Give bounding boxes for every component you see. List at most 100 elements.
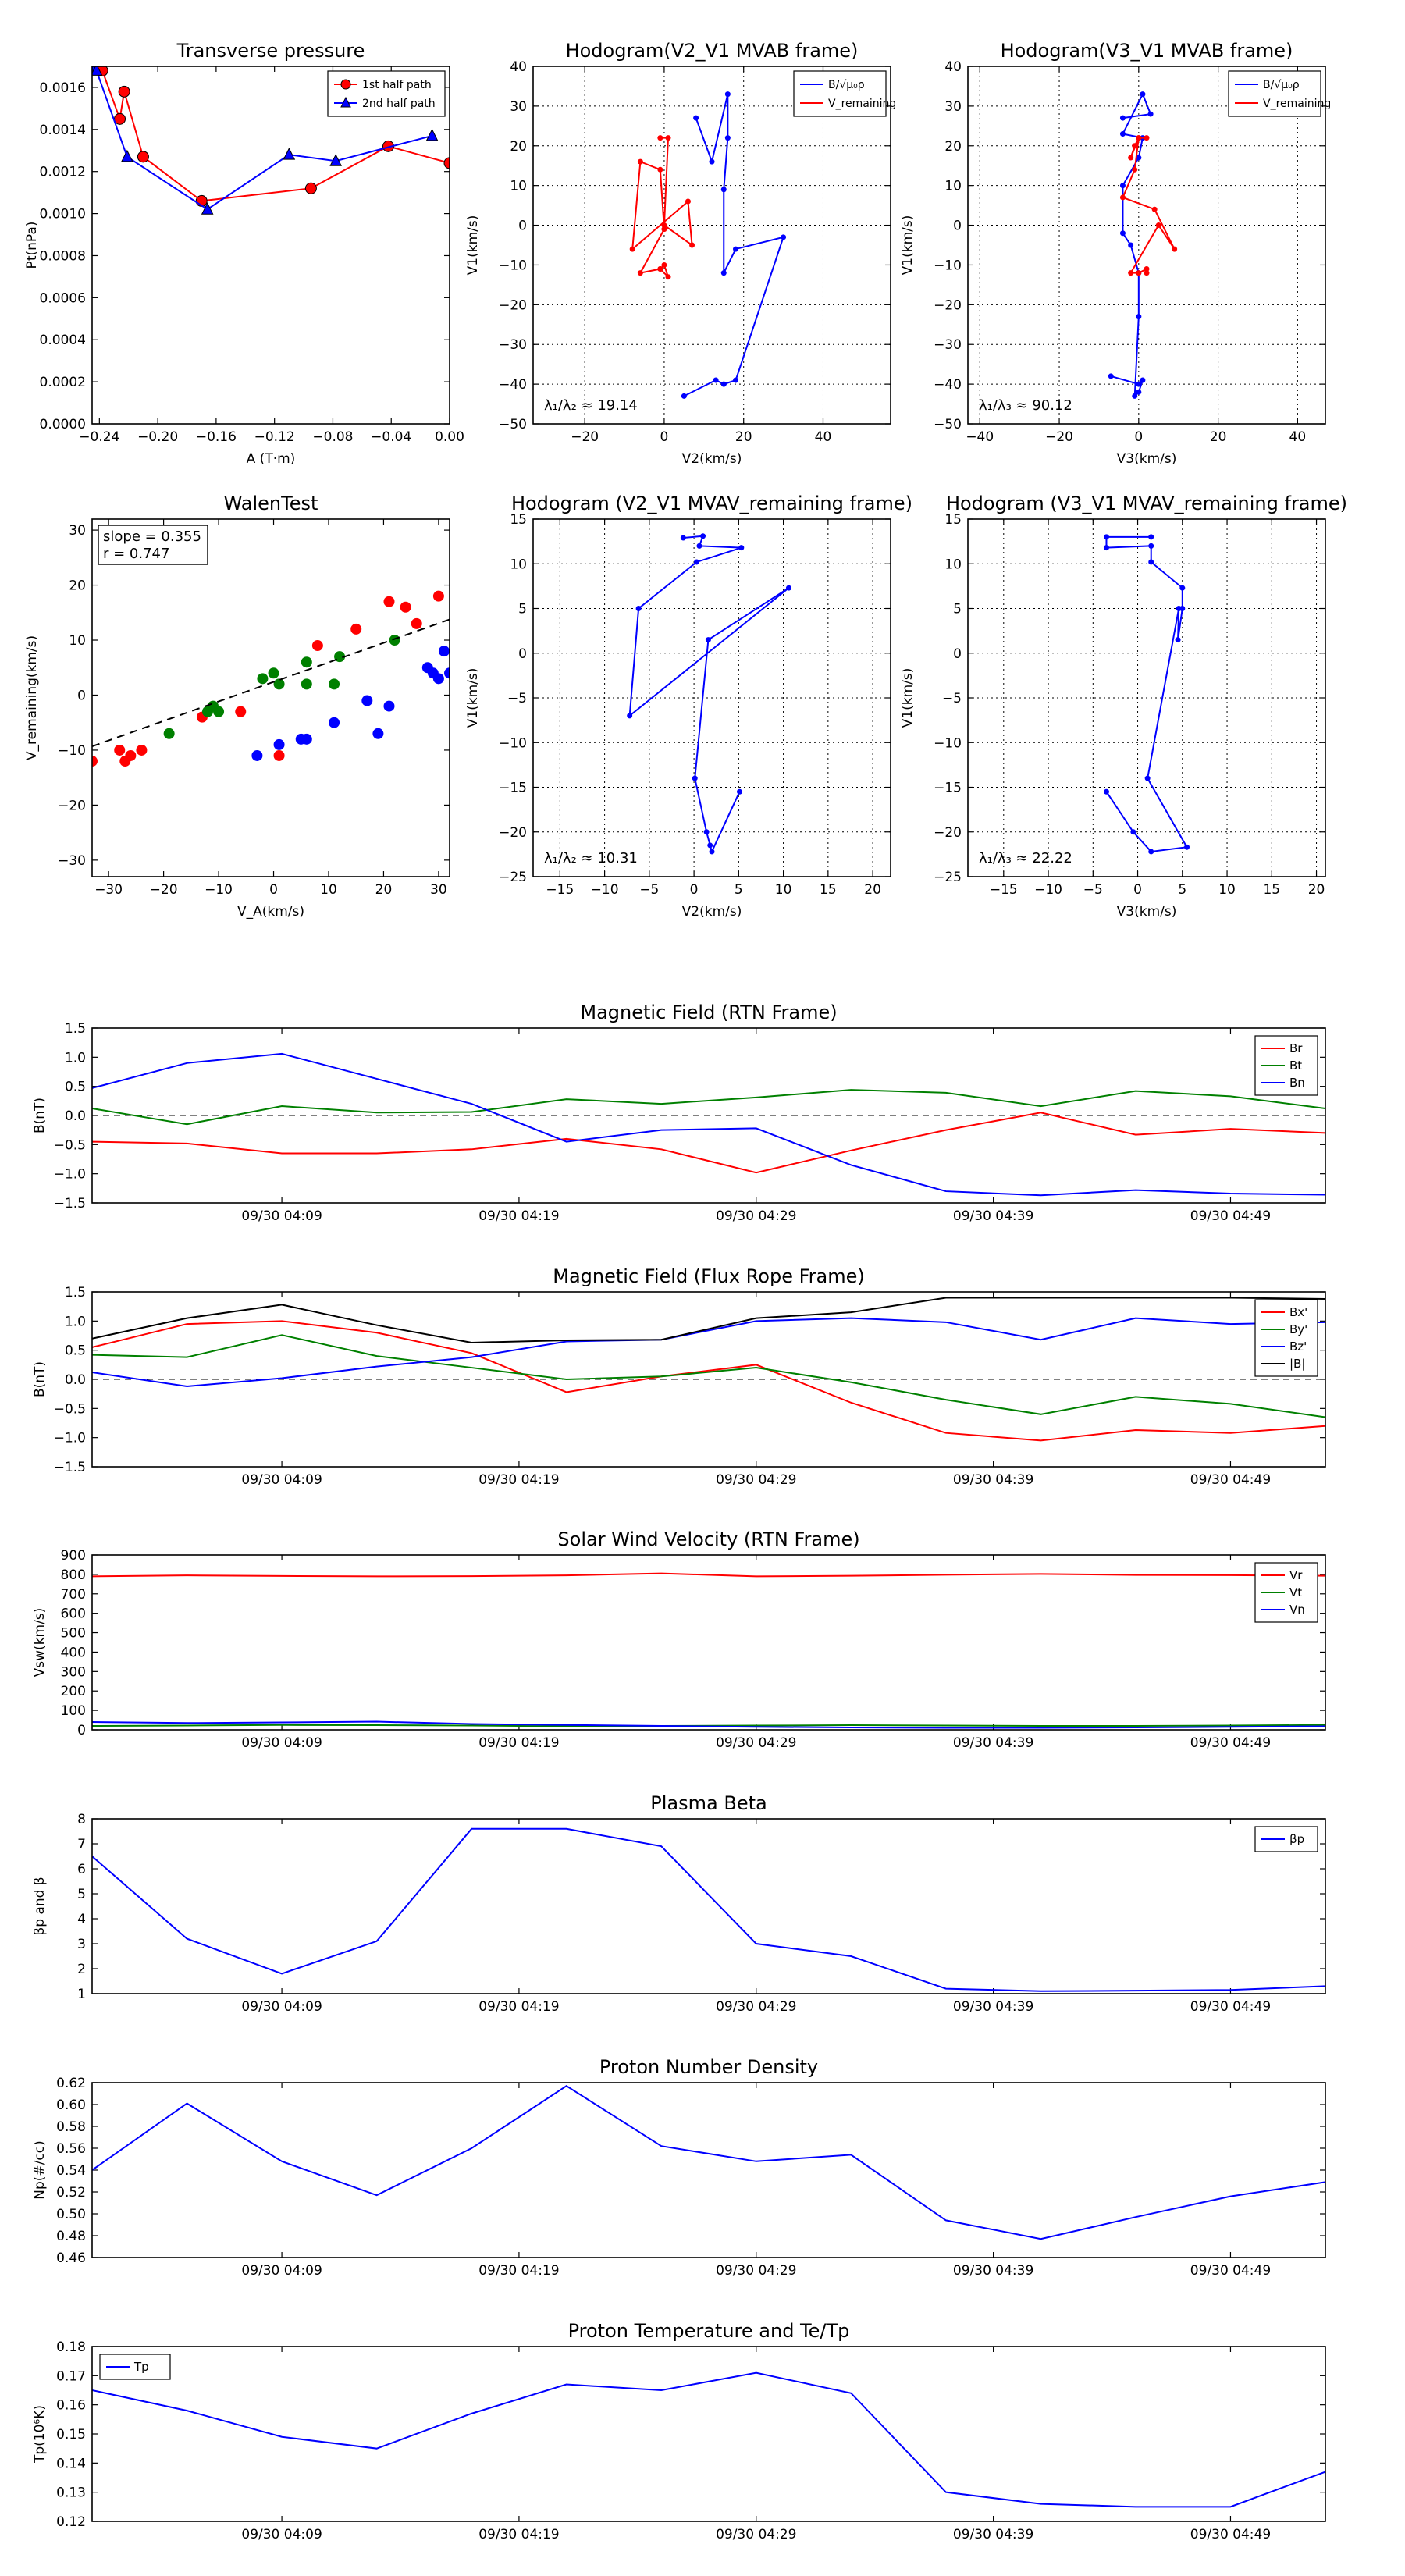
- y-tick-label: 0.0002: [40, 375, 86, 390]
- y-tick-label: 0.5: [65, 1080, 86, 1095]
- y-tick-label: 900: [61, 1548, 86, 1564]
- x-tick-label: 09/30 04:19: [478, 1999, 559, 2015]
- y-tick-label: 0.0016: [40, 80, 86, 96]
- panel-walen: WalenTest −30 −20 −10 0 10 20 30 −30 −20 −10 0 10 20 3…: [24, 493, 450, 920]
- series-line: [628, 535, 790, 854]
- x-tick-label: 15: [1263, 882, 1280, 898]
- x-axis-label: V2(km/s): [682, 904, 742, 920]
- series-marker: [1128, 155, 1134, 161]
- x-tick-label: −10: [1034, 882, 1062, 898]
- series-marker: [694, 559, 700, 565]
- y-tick-label: 0.58: [56, 2119, 86, 2135]
- series-marker: [92, 66, 103, 76]
- plot-frame: [532, 66, 891, 425]
- x-tick-label: 09/30 04:09: [241, 2263, 322, 2279]
- scatter-point: [213, 706, 225, 717]
- panel-ts_b_fr: Magnetic Field (Flux Rope Frame) 09/30 04…: [32, 1265, 1326, 1488]
- annotation-text: slope = 0.355: [103, 528, 201, 545]
- y-tick-label: −30: [58, 853, 86, 869]
- series-marker: [709, 849, 715, 855]
- series-marker: [1132, 166, 1138, 173]
- annotation-text: λ₁/λ₂ ≈ 10.31: [544, 850, 638, 866]
- y-tick-label: 700: [61, 1587, 86, 1603]
- panel-ts_np: Proton Number Density 09/30 04:09 09/30 04…: [32, 2056, 1326, 2279]
- y-axis-label: V1(km/s): [900, 215, 916, 276]
- scatter-point: [235, 706, 247, 717]
- series-marker: [1147, 111, 1154, 117]
- y-tick-label: −0.5: [54, 1401, 86, 1417]
- series-marker: [114, 112, 126, 125]
- chart-title: Plasma Beta: [650, 1792, 767, 1814]
- scatter-point: [444, 667, 450, 679]
- x-tick-label: 09/30 04:29: [716, 2527, 796, 2542]
- y-tick-label: −10: [934, 258, 962, 273]
- scatter-point: [114, 744, 126, 756]
- scatter-point: [268, 667, 279, 679]
- x-tick-label: 09/30 04:39: [953, 2527, 1033, 2542]
- y-tick-label: 10: [69, 633, 86, 649]
- plot-frame: [91, 2346, 1326, 2522]
- plot-frame: [91, 1027, 1326, 1204]
- y-tick-label: 5: [77, 1887, 86, 1902]
- series-marker: [665, 135, 671, 141]
- y-axis-label: βp and β: [32, 1877, 48, 1935]
- series-marker: [720, 270, 727, 276]
- y-tick-label: −20: [934, 297, 962, 313]
- scatter-point: [301, 678, 312, 690]
- legend-box: [1254, 1299, 1318, 1377]
- scatter-point: [389, 635, 400, 646]
- series-marker: [1130, 829, 1136, 835]
- y-tick-label: 0: [518, 646, 527, 662]
- series-marker: [443, 157, 450, 169]
- data-layer: [92, 1052, 1325, 1197]
- x-tick-label: −10: [205, 882, 233, 898]
- x-tick-label: 09/30 04:49: [1190, 2263, 1271, 2279]
- x-tick-label: 20: [735, 429, 752, 445]
- scatter-point: [383, 596, 395, 607]
- legend-label: |B|: [1289, 1357, 1305, 1371]
- y-tick-label: 0.0004: [40, 333, 86, 348]
- x-tick-label: 09/30 04:09: [241, 1735, 322, 1751]
- legend-label: 2nd half path: [362, 98, 436, 110]
- y-axis-label: V1(km/s): [900, 668, 916, 728]
- y-tick-label: 10: [944, 557, 962, 572]
- y-tick-label: −20: [934, 825, 962, 841]
- panel-h3: Hodogram (V2_V1 MVAV_remaining frame) −15…: [465, 493, 912, 920]
- y-tick-label: 0.12: [56, 2514, 86, 2530]
- series-line: [92, 1827, 1325, 1992]
- y-tick-label: 1.0: [65, 1050, 86, 1066]
- series-line: [92, 1320, 1325, 1442]
- y-tick-label: 5: [518, 602, 527, 617]
- x-tick-label: 0.00: [435, 429, 464, 445]
- plot-frame: [91, 1291, 1326, 1468]
- x-tick-label: −10: [591, 882, 619, 898]
- y-tick-label: 0.60: [56, 2097, 86, 2113]
- y-tick-label: 30: [944, 99, 962, 115]
- scatter-point: [273, 738, 285, 750]
- x-tick-label: 5: [1178, 882, 1186, 898]
- plot-frame: [91, 66, 450, 425]
- x-tick-label: −5: [639, 882, 659, 898]
- x-tick-label: 09/30 04:49: [1190, 1208, 1271, 1224]
- series-marker: [1136, 135, 1142, 141]
- y-axis-label: Pt(nPa): [24, 222, 40, 269]
- x-tick-label: −40: [966, 429, 994, 445]
- series-line: [1105, 535, 1189, 852]
- legend-box: [327, 70, 446, 117]
- y-tick-label: 0.0010: [40, 207, 86, 222]
- chart-title: Proton Number Density: [599, 2056, 818, 2078]
- y-tick-label: 0.13: [56, 2485, 86, 2501]
- x-tick-label: 09/30 04:39: [953, 1735, 1033, 1751]
- y-tick-label: −20: [58, 798, 86, 813]
- x-tick-label: 40: [1289, 429, 1307, 445]
- y-tick-label: 0.0006: [40, 290, 86, 306]
- scatter-point: [432, 590, 444, 602]
- data-layer: [92, 2085, 1325, 2240]
- x-tick-label: −0.08: [312, 429, 353, 445]
- series-marker: [733, 377, 739, 383]
- x-tick-label: −0.24: [79, 429, 119, 445]
- scatter-point: [383, 700, 395, 712]
- series-marker: [1148, 559, 1154, 565]
- series-marker: [661, 262, 667, 268]
- series-marker: [1148, 543, 1154, 549]
